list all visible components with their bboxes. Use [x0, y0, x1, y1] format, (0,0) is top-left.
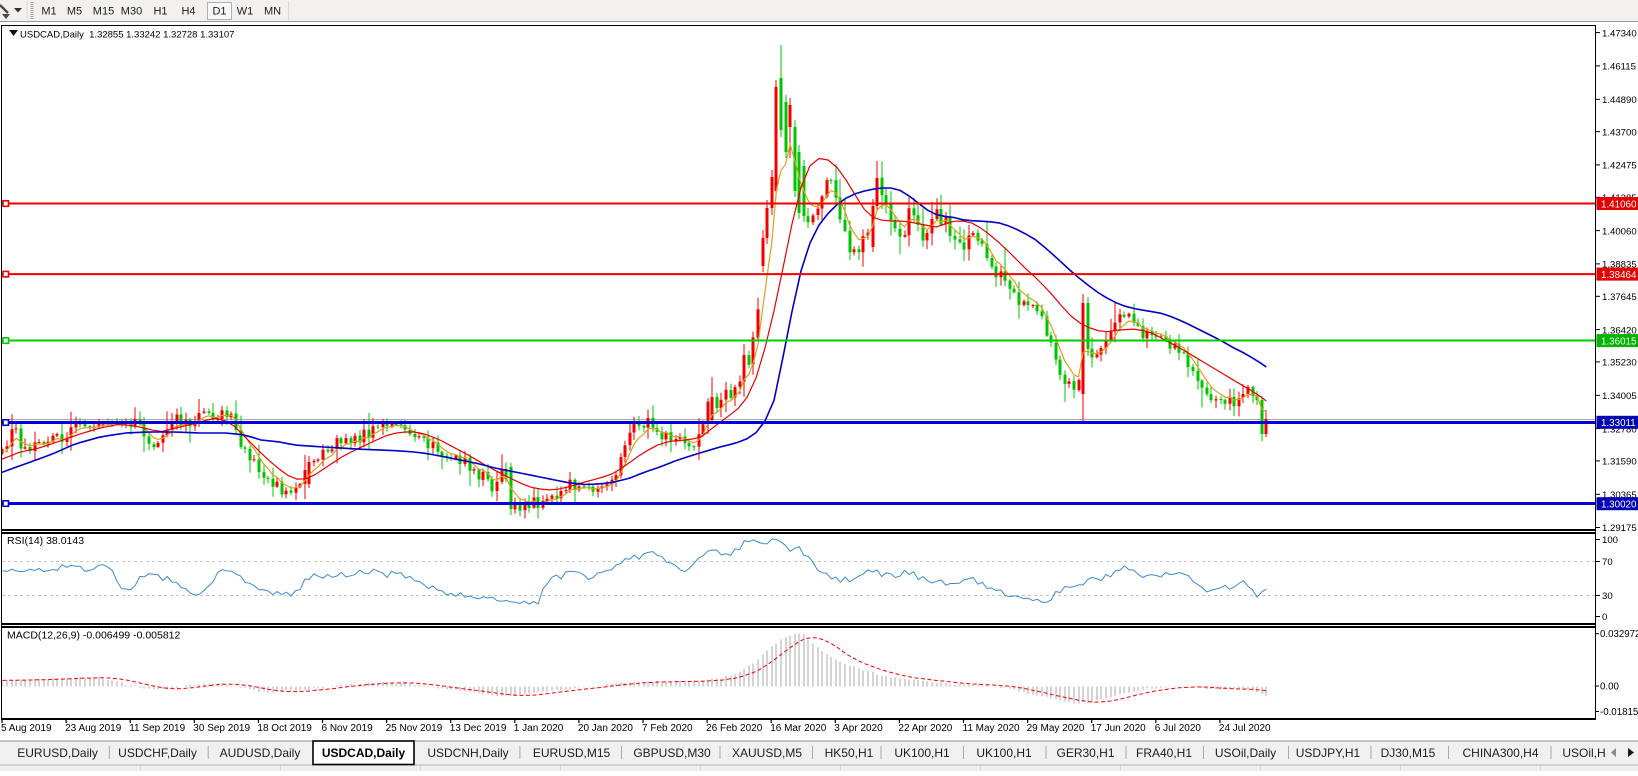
svg-text:5 Aug 2019: 5 Aug 2019 — [1, 723, 52, 734]
svg-text:25 Nov 2019: 25 Nov 2019 — [386, 723, 443, 734]
svg-text:M1: M1 — [41, 6, 56, 18]
svg-text:USOil,H: USOil,H — [1562, 746, 1605, 760]
svg-text:16 Mar 2020: 16 Mar 2020 — [770, 723, 827, 734]
svg-text:1.40060: 1.40060 — [1602, 226, 1637, 237]
svg-text:H4: H4 — [181, 6, 195, 18]
svg-text:XAUUSD,M5: XAUUSD,M5 — [732, 746, 802, 760]
svg-text:0.032972: 0.032972 — [1600, 629, 1638, 640]
svg-text:6 Jul 2020: 6 Jul 2020 — [1155, 723, 1202, 734]
svg-text:6 Nov 2019: 6 Nov 2019 — [322, 723, 374, 734]
svg-text:7 Feb 2020: 7 Feb 2020 — [642, 723, 693, 734]
svg-text:MACD(12,26,9) -0.006499 -0.005: MACD(12,26,9) -0.006499 -0.005812 — [7, 630, 181, 642]
svg-text:1.44890: 1.44890 — [1602, 95, 1637, 106]
svg-text:GBPUSD,M30: GBPUSD,M30 — [633, 746, 711, 760]
svg-text:30 Sep 2019: 30 Sep 2019 — [193, 723, 250, 734]
svg-text:22 Apr 2020: 22 Apr 2020 — [898, 723, 952, 734]
svg-text:M30: M30 — [121, 6, 142, 18]
svg-text:17 Jun 2020: 17 Jun 2020 — [1091, 723, 1146, 734]
svg-text:CHINA300,H4: CHINA300,H4 — [1462, 746, 1538, 760]
svg-text:23 Aug 2019: 23 Aug 2019 — [65, 723, 122, 734]
svg-text:29 May 2020: 29 May 2020 — [1027, 723, 1085, 734]
svg-text:RSI(14) 38.0143: RSI(14) 38.0143 — [7, 535, 84, 547]
svg-text:1.38464: 1.38464 — [1601, 270, 1637, 281]
svg-text:1.37645: 1.37645 — [1602, 292, 1637, 303]
svg-text:24 Jul 2020: 24 Jul 2020 — [1219, 723, 1271, 734]
svg-text:11 May 2020: 11 May 2020 — [963, 723, 1021, 734]
svg-text:11 Sep 2019: 11 Sep 2019 — [129, 723, 185, 734]
svg-text:1.35230: 1.35230 — [1602, 358, 1637, 369]
svg-text:D1: D1 — [212, 6, 226, 18]
svg-text:UK100,H1: UK100,H1 — [976, 746, 1032, 760]
svg-text:100: 100 — [1602, 535, 1618, 546]
svg-text:USDCAD,Daily 1.32855 1.33242: USDCAD,Daily 1.32855 1.33242 1.32728 1.3… — [20, 30, 234, 41]
svg-text:USDCNH,Daily: USDCNH,Daily — [427, 746, 508, 760]
svg-text:1.34005: 1.34005 — [1602, 391, 1637, 402]
svg-text:13 Dec 2019: 13 Dec 2019 — [450, 723, 507, 734]
svg-text:1.41060: 1.41060 — [1601, 199, 1637, 210]
svg-text:USDCAD,Daily: USDCAD,Daily — [322, 746, 406, 760]
svg-text:USDJPY,H1: USDJPY,H1 — [1296, 746, 1361, 760]
svg-text:1 Jan 2020: 1 Jan 2020 — [514, 723, 564, 734]
svg-text:1.30020: 1.30020 — [1601, 500, 1637, 511]
svg-text:3 Apr 2020: 3 Apr 2020 — [834, 723, 883, 734]
svg-text:0: 0 — [1602, 612, 1607, 623]
svg-text:EURUSD,M15: EURUSD,M15 — [533, 746, 611, 760]
svg-text:W1: W1 — [237, 6, 254, 18]
svg-text:USDCHF,Daily: USDCHF,Daily — [118, 746, 197, 760]
svg-text:USOil,Daily: USOil,Daily — [1215, 746, 1276, 760]
svg-text:1.29175: 1.29175 — [1602, 523, 1637, 534]
svg-text:H1: H1 — [153, 6, 167, 18]
svg-text:M15: M15 — [93, 6, 114, 18]
svg-text:EURUSD,Daily: EURUSD,Daily — [17, 746, 98, 760]
svg-text:1.47340: 1.47340 — [1602, 28, 1637, 39]
svg-text:1.43700: 1.43700 — [1602, 127, 1637, 138]
svg-text:30: 30 — [1602, 591, 1613, 602]
svg-text:1.31590: 1.31590 — [1602, 457, 1637, 468]
svg-text:AUDUSD,Daily: AUDUSD,Daily — [220, 746, 301, 760]
svg-text:UK100,H1: UK100,H1 — [894, 746, 950, 760]
svg-text:20 Jan 2020: 20 Jan 2020 — [578, 723, 633, 734]
svg-text:1.46115: 1.46115 — [1602, 62, 1636, 73]
svg-text:HK50,H1: HK50,H1 — [825, 746, 874, 760]
svg-text:70: 70 — [1602, 557, 1613, 568]
svg-text:0.00: 0.00 — [1600, 682, 1619, 693]
svg-text:FRA40,H1: FRA40,H1 — [1136, 746, 1192, 760]
svg-text:MN: MN — [264, 6, 281, 18]
svg-text:1.36015: 1.36015 — [1601, 336, 1637, 347]
svg-text:26 Feb 2020: 26 Feb 2020 — [706, 723, 763, 734]
svg-text:DJ30,M15: DJ30,M15 — [1381, 746, 1436, 760]
svg-text:18 Oct 2019: 18 Oct 2019 — [257, 723, 312, 734]
svg-text:1.33011: 1.33011 — [1601, 418, 1636, 429]
svg-text:1.42475: 1.42475 — [1602, 161, 1637, 172]
svg-text:M5: M5 — [67, 6, 82, 18]
svg-text:-0.018154: -0.018154 — [1600, 707, 1638, 718]
svg-text:GER30,H1: GER30,H1 — [1056, 746, 1114, 760]
